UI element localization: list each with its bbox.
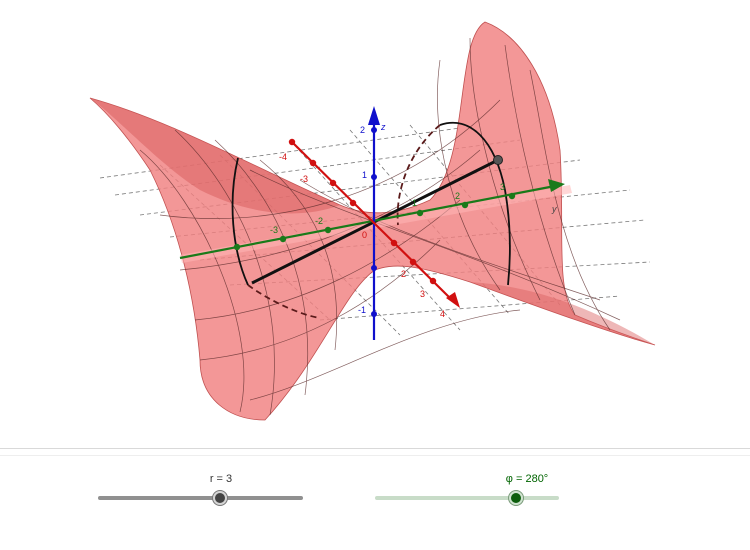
x-axis	[288, 138, 460, 308]
z-tick-label: 2	[360, 125, 365, 135]
x-tick-label: 4	[440, 309, 445, 319]
x-tick-label: -4	[279, 152, 287, 162]
x-tick-label: 2	[401, 269, 406, 279]
x-tick-label: -3	[300, 174, 308, 184]
y-axis	[179, 179, 565, 260]
y-tick-label: 2	[455, 191, 460, 201]
slider-r[interactable]: r = 3	[0, 460, 375, 520]
radius-endpoint[interactable]	[493, 155, 503, 165]
graphics-3d-view[interactable]: -3 -2 1 2 3 y 2 1 -1 z	[0, 0, 750, 445]
intersection-curve	[231, 122, 511, 319]
slider-r-track[interactable]	[98, 496, 303, 500]
slider-phi-handle[interactable]	[509, 491, 523, 505]
slider-r-label: r = 3	[209, 473, 233, 485]
slider-r-handle[interactable]	[213, 491, 227, 505]
z-axis	[368, 106, 380, 340]
panel-divider-shadow	[0, 455, 750, 456]
y-tick-label: 1	[412, 198, 417, 208]
origin-label: 0	[362, 230, 367, 240]
z-tick-label: 1	[362, 170, 367, 180]
z-axis-label: z	[380, 122, 386, 132]
x-tick-label: 3	[420, 289, 425, 299]
slider-phi-track[interactable]	[375, 496, 559, 500]
z-tick-label: -1	[358, 305, 366, 315]
panel-divider	[0, 448, 750, 449]
slider-phi[interactable]: φ = 280°	[375, 460, 750, 520]
y-tick-label: -2	[315, 216, 323, 226]
y-tick-label: -3	[270, 225, 278, 235]
y-tick-label: 3	[500, 182, 505, 192]
y-axis-label: y	[551, 204, 557, 214]
slider-phi-label: φ = 280°	[505, 473, 549, 485]
